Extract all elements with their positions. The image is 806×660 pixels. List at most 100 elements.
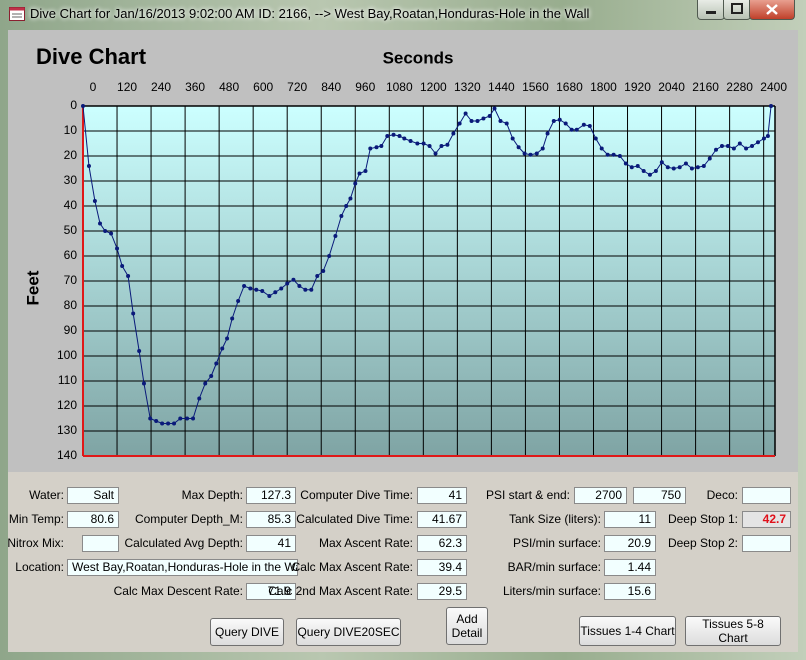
depth-point — [333, 234, 338, 238]
depth-point — [683, 161, 688, 166]
close-button[interactable] — [749, 0, 795, 20]
field-label: Deco: — [706, 488, 738, 502]
depth-point — [225, 336, 230, 341]
depth-point — [593, 136, 598, 141]
x-tick-label: 1200 — [420, 80, 447, 94]
x-tick-label: 960 — [355, 80, 375, 94]
depth-point — [214, 361, 219, 366]
field-value[interactable]: 20.9 — [604, 535, 656, 552]
button[interactable]: Add Detail — [446, 607, 488, 645]
field-empty[interactable] — [742, 535, 791, 552]
field-label: Liters/min surface: — [502, 584, 601, 598]
depth-point — [534, 151, 539, 156]
depth-point — [397, 134, 402, 138]
button[interactable]: Tissues 5-8 Chart — [685, 616, 781, 646]
depth-point — [516, 145, 521, 150]
depth-point — [617, 154, 622, 158]
field-value[interactable]: 41 — [246, 535, 296, 552]
depth-point — [463, 111, 468, 116]
minimize-button[interactable] — [697, 0, 725, 20]
field-value[interactable]: 29.5 — [417, 583, 467, 600]
depth-point — [744, 146, 749, 151]
depth-point — [115, 246, 120, 251]
field-value[interactable]: 80.6 — [67, 511, 119, 528]
depth-point — [185, 416, 190, 421]
depth-point — [260, 289, 265, 293]
field-value[interactable]: 127.3 — [246, 487, 296, 504]
depth-point — [109, 231, 114, 236]
field-value[interactable]: 15.6 — [604, 583, 656, 600]
depth-point — [103, 229, 108, 233]
depth-point — [569, 127, 574, 132]
depth-point — [92, 199, 97, 203]
depth-point — [737, 141, 742, 146]
button[interactable]: Tissues 1-4 Chart — [579, 616, 676, 646]
y-tick-label: 100 — [57, 348, 77, 362]
y-tick-label: 140 — [57, 448, 77, 462]
depth-point — [581, 122, 586, 127]
field-value[interactable]: 71.9 — [246, 583, 296, 600]
y-tick-label: 90 — [64, 323, 78, 337]
field-value[interactable]: 41 — [417, 487, 467, 504]
field-label: PSI/min surface: — [512, 536, 601, 550]
depth-point — [327, 254, 332, 258]
field-label: Calculated Avg Depth: — [124, 536, 243, 550]
field-value[interactable]: 39.4 — [417, 559, 467, 576]
x-tick-label: 720 — [287, 80, 307, 94]
y-tick-label: 130 — [57, 423, 77, 437]
field-value[interactable]: 2700 — [574, 487, 627, 504]
depth-point — [309, 287, 314, 292]
field-value[interactable]: 62.3 — [417, 535, 467, 552]
button[interactable]: Query DIVE — [210, 618, 284, 646]
x-tick-label: 240 — [151, 80, 171, 94]
depth-point — [504, 121, 509, 126]
field-label: Calc Max Ascent Rate: — [291, 560, 413, 574]
field-empty[interactable] — [742, 487, 791, 504]
y-tick-label: 120 — [57, 398, 77, 412]
depth-point — [321, 269, 326, 273]
depth-point — [191, 416, 196, 421]
field-value[interactable]: 42.7 — [742, 511, 791, 528]
button[interactable]: Query DIVE20SEC — [296, 618, 401, 646]
depth-point — [623, 161, 628, 166]
field-value[interactable]: 750 — [633, 487, 686, 504]
depth-point — [408, 139, 413, 143]
depth-point — [451, 131, 456, 136]
depth-point — [475, 119, 480, 123]
field-value[interactable]: Salt — [67, 487, 119, 504]
depth-point — [86, 164, 91, 168]
depth-point — [557, 117, 562, 122]
depth-point — [761, 136, 766, 141]
depth-point — [659, 160, 664, 165]
depth-point — [273, 290, 278, 295]
y-tick-label: 50 — [64, 223, 78, 237]
depth-point — [433, 151, 438, 156]
chart: Dive Chart Seconds Feet 0 10 20 30 40 50 60 70 8… — [8, 30, 798, 472]
x-tick-label: 0 — [90, 80, 97, 94]
field-empty[interactable] — [82, 535, 119, 552]
x-tick-label: 1560 — [522, 80, 549, 94]
field-value[interactable]: 41.67 — [417, 511, 467, 528]
depth-point — [374, 145, 379, 150]
field-label: Location: — [15, 560, 64, 574]
depth-point — [689, 166, 694, 171]
depth-point — [665, 165, 670, 170]
depth-point — [291, 277, 296, 282]
field-value[interactable]: 11 — [604, 511, 656, 528]
depth-point — [695, 165, 700, 170]
field-label: Nitrox Mix: — [7, 536, 64, 550]
maximize-button[interactable] — [723, 0, 751, 20]
x-tick-label: 1680 — [556, 80, 583, 94]
x-tick-label: 480 — [219, 80, 239, 94]
field-value[interactable]: 1.44 — [604, 559, 656, 576]
x-tick-label: 1320 — [454, 80, 481, 94]
depth-point — [605, 152, 610, 157]
depth-point — [236, 299, 241, 303]
depth-point — [315, 274, 320, 278]
depth-point — [344, 204, 349, 208]
depth-point — [599, 146, 604, 151]
field-value[interactable]: West Bay,Roatan,Honduras-Hole in the Wal… — [67, 559, 298, 576]
field-value[interactable]: 85.3 — [246, 511, 296, 528]
depth-point — [279, 286, 284, 291]
depth-point — [563, 121, 568, 126]
